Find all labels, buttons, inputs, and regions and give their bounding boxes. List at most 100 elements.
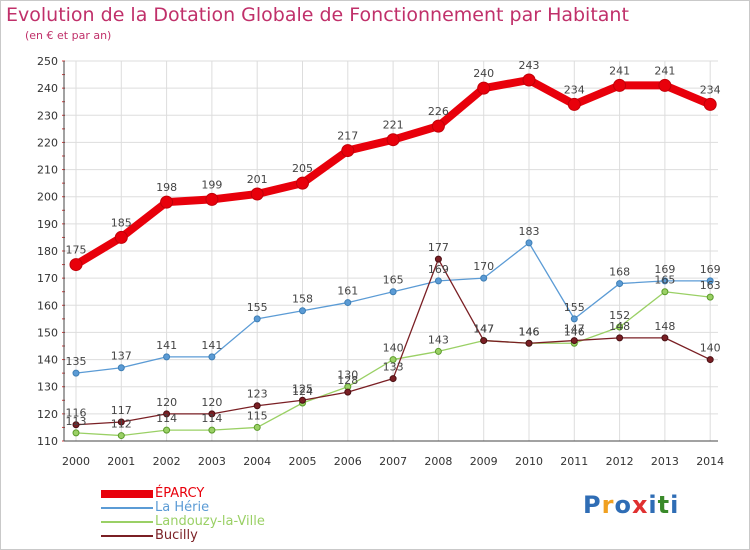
data-label: 113 — [66, 415, 87, 428]
data-point — [163, 353, 171, 361]
data-point — [72, 421, 80, 429]
data-point — [570, 315, 578, 323]
y-tick-label: 220 — [37, 136, 58, 149]
data-label: 161 — [337, 285, 358, 298]
data-point — [160, 195, 174, 209]
x-tick-label: 2009 — [470, 455, 498, 468]
data-point — [208, 353, 216, 361]
x-tick-label: 2006 — [334, 455, 362, 468]
data-label: 185 — [111, 216, 132, 229]
x-tick-label: 2010 — [515, 455, 543, 468]
data-label: 135 — [66, 355, 87, 368]
x-tick-label: 2012 — [606, 455, 634, 468]
data-label: 128 — [337, 374, 358, 387]
x-tick-label: 2011 — [560, 455, 588, 468]
logo-letter: r — [601, 491, 615, 519]
data-point — [658, 78, 672, 92]
legend-swatch — [101, 507, 153, 509]
legend-label: Landouzy-la-Ville — [155, 514, 265, 529]
x-tick-label: 2007 — [379, 455, 407, 468]
data-label: 163 — [700, 279, 721, 292]
data-label: 125 — [292, 382, 313, 395]
data-point — [299, 396, 306, 404]
data-label: 226 — [428, 105, 449, 118]
data-point — [434, 277, 442, 285]
data-label: 140 — [700, 342, 721, 355]
data-point — [703, 97, 717, 111]
y-tick-label: 250 — [37, 55, 58, 68]
data-point — [386, 133, 400, 147]
logo-letter: i — [648, 491, 658, 519]
data-point — [661, 277, 669, 285]
data-label: 158 — [292, 293, 313, 306]
data-point — [389, 356, 397, 364]
data-label: 117 — [111, 404, 132, 417]
data-label: 133 — [383, 361, 404, 374]
data-point — [250, 187, 264, 201]
data-point — [434, 347, 442, 355]
legend-label: Bucilly — [155, 528, 198, 543]
data-label: 120 — [201, 396, 222, 409]
data-label: 165 — [654, 274, 675, 287]
legend-swatch — [101, 535, 153, 537]
x-tick-label: 2004 — [243, 455, 271, 468]
y-tick-label: 130 — [37, 381, 58, 394]
data-label: 168 — [609, 266, 630, 279]
data-point — [661, 334, 669, 342]
data-label: 199 — [201, 178, 222, 191]
data-point — [480, 274, 488, 282]
data-label: 141 — [156, 339, 177, 352]
x-tick-label: 2002 — [153, 455, 181, 468]
data-point — [253, 402, 261, 410]
data-label: 114 — [201, 412, 222, 425]
y-tick-label: 200 — [37, 191, 58, 204]
data-label: 177 — [428, 241, 449, 254]
data-label: 221 — [383, 119, 404, 132]
data-point — [117, 418, 125, 426]
x-tick-label: 2013 — [651, 455, 679, 468]
legend-item: Landouzy-la-Ville — [101, 515, 265, 529]
data-point — [72, 429, 80, 437]
y-tick-label: 120 — [37, 408, 58, 421]
data-label: 146 — [519, 325, 540, 338]
legend-swatch — [101, 521, 153, 523]
data-label: 198 — [156, 181, 177, 194]
data-point — [208, 410, 216, 418]
legend-item: La Hérie — [101, 501, 265, 515]
data-label: 165 — [383, 274, 404, 287]
x-tick-label: 2014 — [696, 455, 724, 468]
data-label: 148 — [654, 320, 675, 333]
data-point — [72, 369, 80, 377]
y-tick-label: 140 — [37, 354, 58, 367]
data-point — [613, 78, 627, 92]
data-point — [616, 334, 624, 342]
legend-label: La Hérie — [155, 500, 210, 515]
y-tick-label: 230 — [37, 109, 58, 122]
data-point — [570, 337, 578, 345]
y-tick-label: 110 — [37, 435, 58, 448]
data-label: 169 — [654, 263, 675, 276]
data-point — [477, 81, 491, 95]
chart-legend: ÉPARCY La Hérie Landouzy-la-Ville Bucilly — [101, 487, 265, 543]
data-label: 152 — [609, 309, 630, 322]
data-label: 205 — [292, 162, 313, 175]
data-point — [661, 288, 669, 296]
data-label: 123 — [247, 388, 268, 401]
logo-letter: x — [631, 491, 649, 519]
data-label: 147 — [473, 323, 494, 336]
data-point — [522, 73, 536, 87]
logo-letter: o — [614, 491, 632, 519]
x-tick-label: 2008 — [424, 455, 452, 468]
data-label: 146 — [519, 325, 540, 338]
legend-item: Bucilly — [101, 529, 265, 543]
data-point — [389, 288, 397, 296]
data-point — [567, 97, 581, 111]
y-tick-label: 170 — [37, 272, 58, 285]
data-point — [431, 119, 445, 133]
data-label: 234 — [564, 83, 585, 96]
data-label: 120 — [156, 396, 177, 409]
data-label: 201 — [247, 173, 268, 186]
data-point — [706, 277, 714, 285]
x-tick-label: 2003 — [198, 455, 226, 468]
